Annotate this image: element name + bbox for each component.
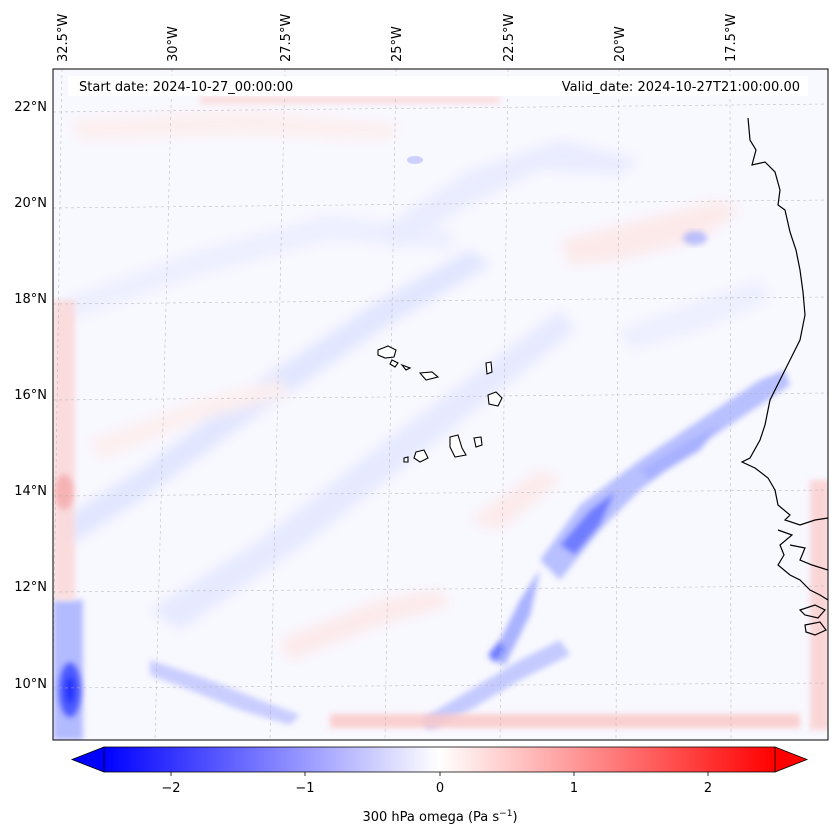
latitude-labels: 22°N 20°N 18°N 16°N 14°N 12°N 10°N bbox=[14, 100, 47, 692]
lon-label: 22.5°W bbox=[502, 14, 517, 62]
cape-verde-islands bbox=[377, 345, 503, 463]
colorbar-label-exp: −1 bbox=[499, 809, 512, 819]
omega-field bbox=[53, 69, 828, 740]
colorbar-tick: 1 bbox=[570, 781, 578, 796]
lon-label: 20°W bbox=[613, 26, 628, 62]
colorbar-tick: −2 bbox=[161, 781, 180, 796]
colorbar-low-extend bbox=[70, 746, 105, 773]
longitude-labels: 32.5°W 30°W 27.5°W 25°W 22.5°W 20°W 17.5… bbox=[56, 14, 739, 62]
colorbar-label: 300 hPa omega (Pa s−1) bbox=[362, 809, 517, 825]
colorbar: −2 −1 0 1 2 300 hPa omega (Pa s−1) bbox=[70, 746, 809, 825]
colorbar-high-extend bbox=[774, 746, 809, 773]
coastline bbox=[740, 117, 828, 636]
colorbar-tick: 2 bbox=[704, 781, 712, 796]
lat-label: 22°N bbox=[14, 100, 47, 115]
valid-date: Valid_date: 2024-10-27T21:00:00.00 bbox=[562, 80, 800, 95]
lat-label: 12°N bbox=[14, 580, 47, 595]
colorbar-label-main: 300 hPa omega (Pa s bbox=[362, 810, 499, 825]
lon-label: 32.5°W bbox=[56, 14, 71, 62]
lon-label: 30°W bbox=[166, 26, 181, 62]
colorbar-tick: −1 bbox=[295, 781, 314, 796]
graticule bbox=[53, 69, 828, 740]
lat-label: 10°N bbox=[14, 677, 47, 692]
lon-label: 25°W bbox=[390, 26, 405, 62]
lon-label: 27.5°W bbox=[279, 14, 294, 62]
lat-label: 20°N bbox=[14, 196, 47, 211]
colorbar-label-close: ) bbox=[512, 810, 517, 825]
lat-label: 18°N bbox=[14, 292, 47, 307]
start-date: Start date: 2024-10-27_00:00:00 bbox=[79, 80, 293, 95]
lat-label: 14°N bbox=[14, 484, 47, 499]
colorbar-tick: 0 bbox=[436, 781, 444, 796]
lat-label: 16°N bbox=[14, 388, 47, 403]
lon-label: 17.5°W bbox=[724, 14, 739, 62]
